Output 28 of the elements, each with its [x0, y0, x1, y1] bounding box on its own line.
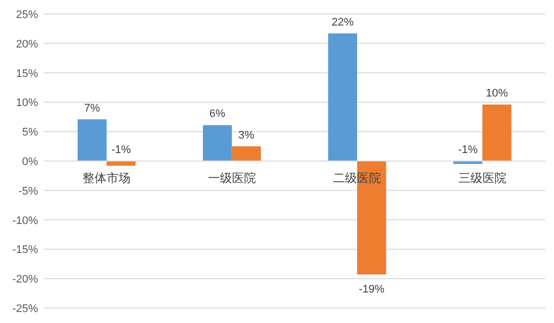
data-label: 3% [238, 129, 255, 142]
y-tick-label: 20% [16, 38, 38, 50]
y-tick-label: -25% [12, 303, 38, 315]
bar [232, 146, 261, 161]
bar [482, 104, 512, 161]
y-tick-label: 25% [16, 9, 38, 21]
bar [202, 125, 232, 161]
data-label: -19% [358, 283, 385, 296]
x-tick-label: 三级医院 [458, 171, 506, 185]
y-tick-label: 10% [16, 97, 38, 110]
y-tick-label: -15% [12, 244, 38, 256]
x-tick-label: 整体市场 [82, 171, 131, 185]
y-tick-label: -5% [18, 185, 38, 198]
bar [78, 119, 107, 161]
data-label: 10% [486, 88, 508, 100]
data-label: -1% [458, 144, 478, 156]
y-tick-label: 5% [22, 126, 38, 139]
data-label: 7% [84, 102, 100, 114]
data-label: 22% [332, 16, 354, 28]
bar [357, 161, 386, 274]
y-tick-label: -10% [12, 214, 38, 227]
x-tick-label: 一级医院 [208, 171, 256, 185]
bar [328, 33, 358, 161]
y-tick-label: -20% [12, 274, 38, 286]
y-tick-label: 0% [22, 156, 38, 168]
y-tick-label: 15% [16, 68, 38, 80]
data-label: -1% [111, 144, 132, 156]
data-label: 6% [209, 108, 226, 120]
